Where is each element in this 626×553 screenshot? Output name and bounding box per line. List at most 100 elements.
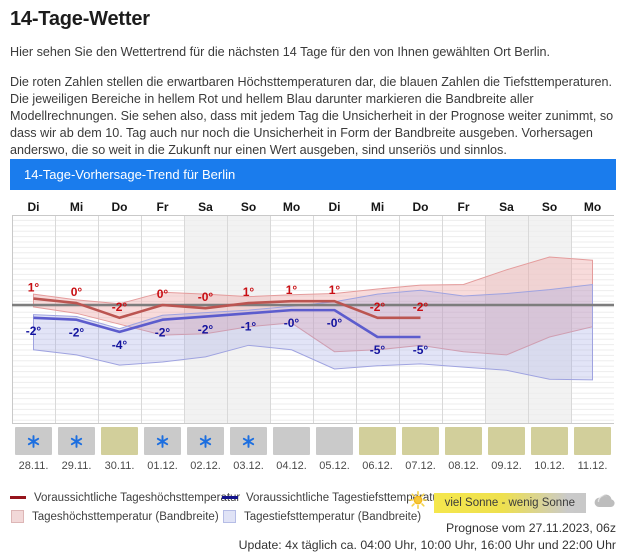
date-label: 06.12. (362, 460, 393, 472)
weather-icon-box (230, 427, 267, 455)
prognose-timestamp: Prognose vom 27.11.2023, 06z (446, 521, 616, 535)
max-band-swatch (11, 510, 24, 523)
intro-paragraph-2: Die roten Zahlen stellen die erwartbaren… (10, 75, 614, 157)
date-label: 07.12. (405, 460, 436, 472)
temp-min-label: -4° (112, 338, 128, 352)
day-name-label: Mi (69, 200, 84, 214)
date-label: 28.11. (18, 460, 49, 472)
legend-max-line-label: Voraussichtliche Tageshöchsttemperatur (34, 491, 241, 504)
snowflake-icon (27, 434, 40, 448)
weather-icon-cell (55, 427, 98, 455)
weather-icon-cell (98, 427, 141, 455)
legend-column-max: Voraussichtliche Tageshöchsttemperatur T… (10, 490, 240, 528)
snowflake-icon (242, 434, 255, 448)
legend-column-min: Voraussichtliche Tagestiefsttemperatur T… (222, 490, 443, 528)
day-name-label: Mi (370, 200, 385, 214)
day-name-label: Di (27, 200, 40, 214)
day-name-label: Do (412, 200, 429, 214)
page-title: 14-Tage-Wetter (10, 8, 150, 30)
weather-icon-box (359, 427, 396, 455)
weather-icon-box (58, 427, 95, 455)
day-name-label: Fr (457, 200, 470, 214)
legend-min-line-label: Voraussichtliche Tagestiefsttemperatur (246, 491, 443, 504)
weekend-shading (184, 215, 227, 424)
min-temp-band (33, 283, 593, 381)
day-name-label: Sa (198, 200, 213, 214)
weather-icon-cell (528, 427, 571, 455)
weather-icon-cell (12, 427, 55, 455)
max-line-swatch (10, 496, 26, 499)
weekend-shading (227, 215, 270, 424)
sun-badge-area: viel Sonne - wenig Sonne (408, 491, 616, 514)
date-label: 08.12. (448, 460, 479, 472)
snowflake-icon (199, 434, 212, 448)
date-label: 01.12. (147, 460, 178, 472)
temp-max-label: 1° (329, 283, 341, 297)
weather-icon-box (273, 427, 310, 455)
min-line-swatch (222, 496, 238, 499)
weather-icon-box (402, 427, 439, 455)
temp-max-label: -2° (413, 300, 429, 314)
date-label: 05.12. (319, 460, 350, 472)
weather-icon-cell (356, 427, 399, 455)
weather-icon-row (12, 427, 616, 455)
temp-max-label: 1° (243, 285, 255, 299)
day-name-label: Fr (156, 200, 169, 214)
legend-max-band-label: Tageshöchsttemperatur (Bandbreite) (32, 510, 219, 523)
min-temp-line (33, 308, 421, 339)
day-name-label: Mo (282, 200, 301, 214)
panel-header: 14-Tage-Vorhersage-Trend für Berlin (10, 159, 616, 190)
temp-min-label: -1° (241, 319, 257, 333)
forecast-panel: 14-Tage-Vorhersage-Trend für Berlin Di Mi… (10, 159, 616, 472)
temp-max-label: 0° (71, 285, 83, 299)
date-label: 10.12. (534, 460, 565, 472)
date-row: 28.11. 29.11. 30.11. 01.12. 02.12. 03.12. 04.1… (12, 460, 616, 472)
weather-icon-box (531, 427, 568, 455)
date-label: 30.11. (104, 460, 135, 472)
intro-paragraph-1: Hier sehen Sie den Wettertrend für die n… (10, 45, 550, 59)
weather-icon-cell (270, 427, 313, 455)
day-name-label: So (240, 200, 257, 214)
temp-max-label: -2° (112, 300, 128, 314)
date-label: 09.12. (491, 460, 522, 472)
weather-icon-box (144, 427, 181, 455)
legend-min-band-label: Tagestiefsttemperatur (Bandbreite) (244, 510, 422, 523)
weather-icon-cell (571, 427, 614, 455)
sun-badge: viel Sonne - wenig Sonne (433, 492, 586, 513)
min-band-swatch (223, 510, 236, 523)
temp-min-label: -2° (198, 323, 214, 337)
weather-icon-box (445, 427, 482, 455)
weather-icon-cell (313, 427, 356, 455)
day-name-label: So (541, 200, 558, 214)
snowflake-icon (156, 434, 169, 448)
weather-icon-box (574, 427, 611, 455)
day-name-label: Di (328, 200, 341, 214)
date-label: 11.12. (577, 460, 608, 472)
weather-icon-box (488, 427, 525, 455)
forecast-plot-svg: 1° 0° -2° 0° -0° 1° 1° 1° -2° -2° -2° -2° -4° -2° -2° -… (12, 215, 614, 424)
day-name-label: Sa (499, 200, 514, 214)
weather-icon-cell (485, 427, 528, 455)
legend-and-footer: Voraussichtliche Tageshöchsttemperatur T… (0, 490, 626, 553)
temp-min-label: -5° (370, 343, 386, 357)
date-label: 04.12. (276, 460, 307, 472)
temp-min-label: -2° (155, 326, 171, 340)
legend-item-min-band: Tagestiefsttemperatur (Bandbreite) (222, 509, 443, 524)
date-label: 02.12. (190, 460, 221, 472)
weather-icon-cell (399, 427, 442, 455)
temp-max-label: 1° (286, 283, 298, 297)
cloud-icon (593, 492, 616, 513)
weather-icon-cell (442, 427, 485, 455)
forecast-chart: 1° 0° -2° 0° -0° 1° 1° 1° -2° -2° -2° -2° -4° -2° -2° -… (12, 215, 614, 424)
day-name-label: Mo (583, 200, 602, 214)
temp-max-label: -2° (370, 300, 386, 314)
snowflake-icon (70, 434, 83, 448)
date-label: 03.12. (233, 460, 264, 472)
temp-min-label: -2° (69, 326, 85, 340)
intro-section: 14-Tage-Wetter Hier sehen Sie den Wetter… (10, 8, 616, 159)
date-label: 29.11. (61, 460, 92, 472)
day-name-row: Di Mi Do Fr Sa So Mo Di Mi Do Fr Sa So Mo (12, 200, 616, 214)
temp-min-label: -0° (284, 316, 300, 330)
temp-min-label: -2° (26, 324, 42, 338)
weather-icon-box (101, 427, 138, 455)
